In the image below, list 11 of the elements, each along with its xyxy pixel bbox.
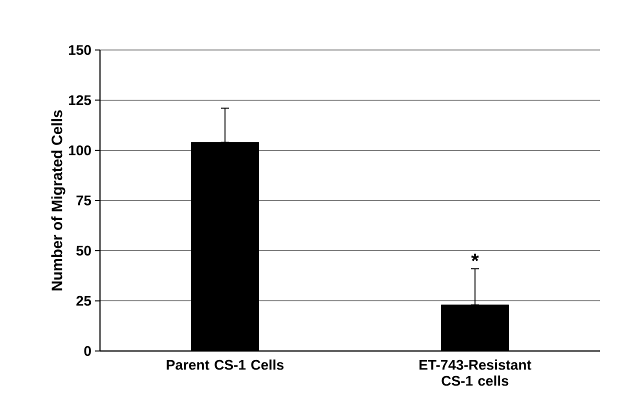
y-tick-label: 50 [76, 246, 91, 256]
y-tick-label: 75 [76, 196, 92, 206]
y-axis-title: Number of Migrated Cells [51, 110, 66, 290]
annotation: * [471, 254, 479, 262]
y-tick-label: 125 [68, 95, 92, 106]
y-tick-label: 100 [68, 145, 91, 156]
y-tick-label: 0 [84, 346, 91, 356]
x-tick-label: Parent CS-1 Cells [166, 360, 284, 370]
x-tick-label: ET-743-Resistant CS-1 cells [420, 360, 532, 386]
y-tick-label: 25 [76, 296, 92, 306]
y-tick-label: 150 [68, 45, 91, 55]
